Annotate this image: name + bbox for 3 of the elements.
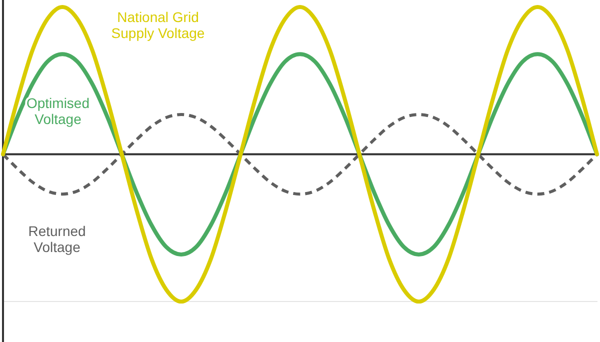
series-label: Optimised Voltage	[26, 94, 90, 127]
text: Returned Voltage	[28, 222, 86, 255]
series-label: National Grid Supply Voltage	[111, 8, 205, 41]
